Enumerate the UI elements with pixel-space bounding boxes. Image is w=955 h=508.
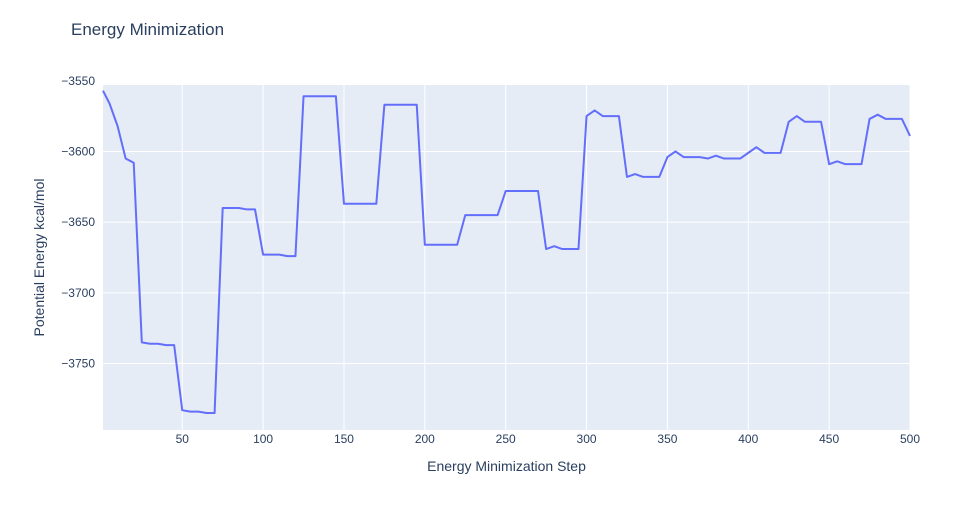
x-axis-title: Energy Minimization Step (427, 458, 586, 474)
x-tick-label: 450 (819, 432, 839, 446)
x-tick-label: 100 (253, 432, 273, 446)
x-tick-label: 350 (657, 432, 677, 446)
grid (103, 80, 911, 430)
x-tick-label: 150 (334, 432, 354, 446)
x-tick-label: 250 (496, 432, 516, 446)
plot-background (103, 85, 910, 430)
x-tick-label: 200 (415, 432, 435, 446)
y-axis-ticks: −3550 −3600 −3650 −3700 −3750 (61, 74, 95, 371)
x-tick-label: 400 (738, 432, 758, 446)
x-tick-label: 300 (577, 432, 597, 446)
y-tick-label: −3600 (61, 144, 95, 158)
y-tick-label: −3700 (61, 286, 95, 300)
y-tick-label: −3650 (61, 215, 95, 229)
y-axis-title: Potential Energy kcal/mol (31, 179, 47, 337)
chart-title: Energy Minimization (71, 20, 224, 39)
y-tick-label: −3750 (61, 357, 95, 371)
series-line (102, 90, 911, 415)
y-tick-label: −3550 (61, 74, 95, 88)
series-layer (102, 90, 911, 415)
x-tick-label: 50 (176, 432, 190, 446)
x-tick-label: 500 (900, 432, 920, 446)
x-axis-ticks: 50 100 150 200 250 300 350 400 450 500 (176, 432, 921, 446)
